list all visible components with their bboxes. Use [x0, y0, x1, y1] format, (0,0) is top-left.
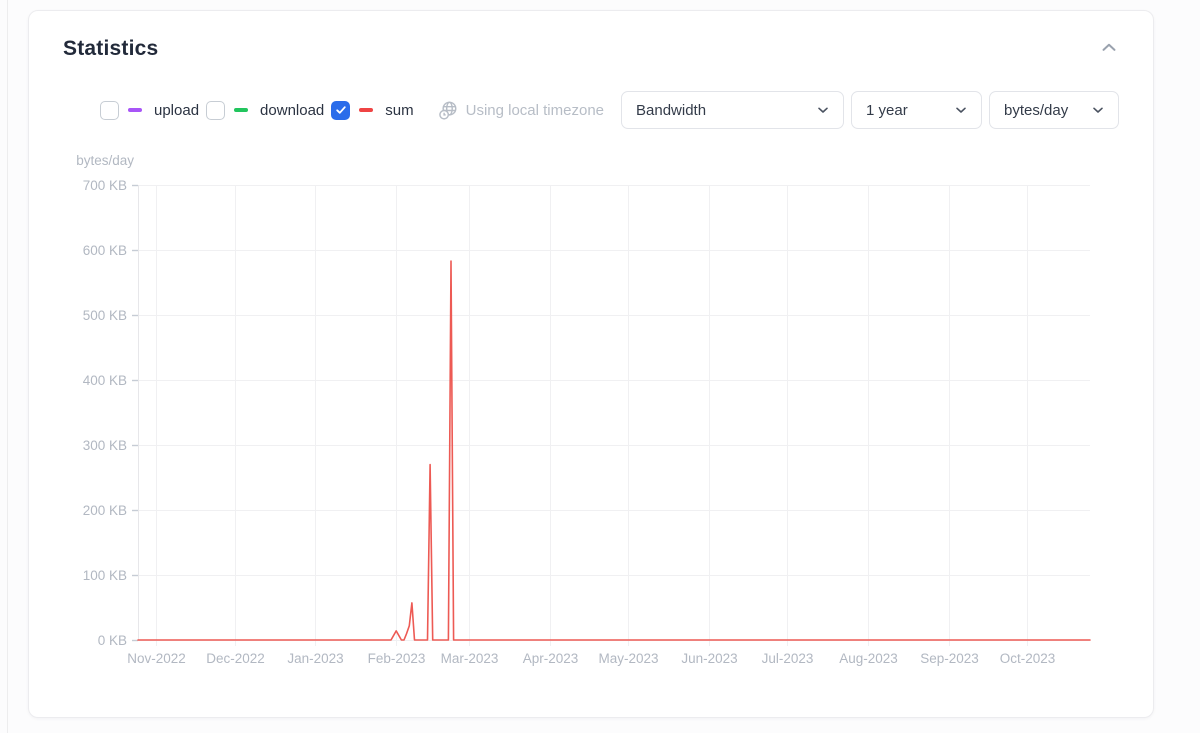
legend-label: download [260, 101, 325, 119]
timezone-label: Using local timezone [465, 101, 605, 119]
svg-text:Jun-2023: Jun-2023 [681, 651, 737, 666]
legend-item-upload: upload [100, 100, 200, 120]
range-select[interactable]: 1 year [851, 91, 982, 129]
sum-checkbox[interactable] [331, 100, 351, 120]
legend-label: upload [154, 101, 200, 119]
svg-text:Oct-2023: Oct-2023 [1000, 651, 1056, 666]
unit-select[interactable]: bytes/day [989, 91, 1119, 129]
svg-text:bytes/day: bytes/day [76, 153, 134, 168]
svg-text:Aug-2023: Aug-2023 [839, 651, 898, 666]
legend-item-sum: sum [331, 100, 414, 120]
svg-text:500 KB: 500 KB [83, 308, 127, 323]
svg-text:Feb-2023: Feb-2023 [368, 651, 426, 666]
collapse-button[interactable] [1097, 37, 1121, 61]
statistics-card: Statistics upload download [28, 10, 1154, 718]
svg-text:300 KB: 300 KB [83, 438, 127, 453]
page-title: Statistics [63, 37, 159, 60]
svg-text:Dec-2022: Dec-2022 [206, 651, 265, 666]
svg-text:400 KB: 400 KB [83, 373, 127, 388]
svg-text:Apr-2023: Apr-2023 [523, 651, 579, 666]
svg-text:100 KB: 100 KB [83, 568, 127, 583]
legend-label: sum [385, 101, 414, 119]
timezone-note: Using local timezone [438, 100, 604, 121]
globe-clock-icon [438, 100, 459, 121]
check-icon [336, 106, 346, 114]
chart-area: 0 KB 100 KB 200 KB 300 KB 400 KB 500 KB 600 KB… [41, 146, 1153, 676]
svg-text:Sep-2023: Sep-2023 [920, 651, 979, 666]
chart-controls: upload download sum [100, 91, 1119, 129]
svg-text:Jan-2023: Jan-2023 [287, 651, 343, 666]
chevron-up-icon [1098, 37, 1120, 62]
sum-series-dash-icon [359, 108, 374, 112]
unit-select-value: bytes/day [1004, 101, 1069, 119]
svg-text:Nov-2022: Nov-2022 [127, 651, 186, 666]
chevron-down-icon [953, 102, 969, 118]
page-left-divider [7, 0, 8, 733]
svg-text:Mar-2023: Mar-2023 [441, 651, 499, 666]
svg-text:Jul-2023: Jul-2023 [762, 651, 814, 666]
svg-text:600 KB: 600 KB [83, 243, 127, 258]
range-select-value: 1 year [866, 101, 908, 119]
metric-select-value: Bandwidth [636, 101, 707, 119]
card-header: Statistics [29, 11, 1153, 61]
upload-series-dash-icon [128, 108, 142, 112]
chevron-down-icon [1090, 102, 1106, 118]
chevron-down-icon [815, 102, 831, 118]
upload-checkbox[interactable] [100, 100, 119, 120]
download-series-dash-icon [234, 108, 249, 112]
metric-select[interactable]: Bandwidth [621, 91, 844, 129]
download-checkbox[interactable] [206, 100, 226, 120]
svg-text:700 KB: 700 KB [83, 178, 127, 193]
svg-text:0 KB: 0 KB [98, 633, 127, 648]
svg-text:May-2023: May-2023 [598, 651, 658, 666]
svg-text:200 KB: 200 KB [83, 503, 127, 518]
legend-item-download: download [206, 100, 325, 120]
bandwidth-chart[interactable]: 0 KB 100 KB 200 KB 300 KB 400 KB 500 KB 600 KB… [41, 146, 1131, 671]
